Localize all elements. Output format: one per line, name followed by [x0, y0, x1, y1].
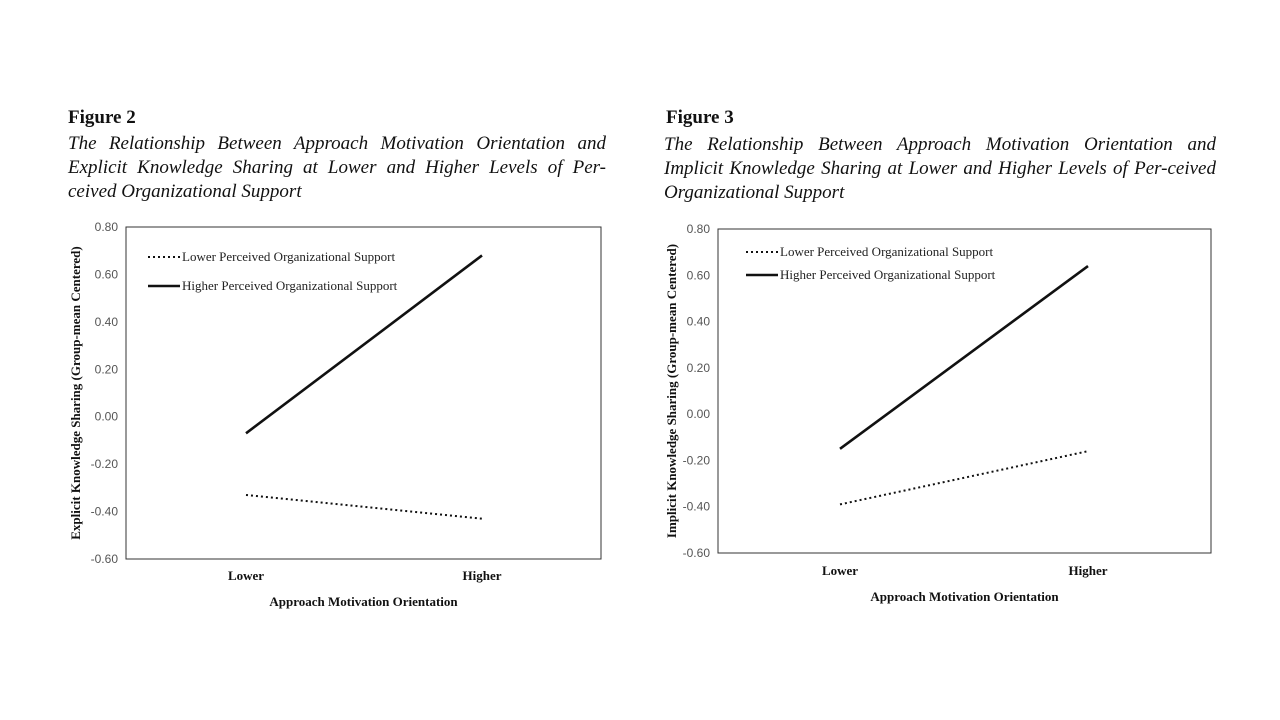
series-line-higher-support [245, 254, 483, 435]
x-category-label: Higher [463, 568, 502, 583]
y-tick-label: 0.60 [687, 268, 711, 282]
series-line-lower-support [245, 493, 483, 520]
y-tick-label: -0.40 [91, 505, 119, 519]
figure-caption: The Relationship Between Approach Motiva… [68, 133, 606, 202]
line-chart: 0.80 0.60 0.40 0.20 0.00 -0.20 -0.40 -0.60 Lower… [68, 220, 602, 609]
plot-frame [717, 228, 1212, 554]
plot-frame [125, 226, 602, 560]
series-line-lower-support [839, 450, 1089, 506]
y-tick-label: 0.00 [687, 407, 711, 421]
x-category-label: Higher [1069, 563, 1108, 578]
y-tick-label: 0.20 [95, 362, 119, 376]
line-chart: 0.80 0.60 0.40 0.20 0.00 -0.20 -0.40 -0.60 Lower… [664, 222, 1212, 604]
legend-label: Lower Perceived Organizational Support [182, 249, 395, 264]
series-line-higher-support [839, 264, 1089, 450]
figure-label: Figure 3 [666, 107, 734, 128]
x-axis-title: Approach Motivation Orientation [269, 594, 458, 609]
y-tick-label: -0.60 [91, 552, 119, 566]
y-axis-title: Explicit Knowledge Sharing (Group-mean C… [68, 246, 83, 539]
y-tick-label: 0.80 [95, 220, 119, 234]
legend-label: Lower Perceived Organizational Support [780, 244, 993, 259]
x-category-label: Lower [822, 563, 858, 578]
y-tick-label: 0.40 [95, 315, 119, 329]
y-tick-label: 0.40 [687, 315, 711, 329]
figure-label: Figure 2 [68, 107, 136, 128]
y-tick-label: -0.60 [683, 546, 711, 560]
y-tick-label: -0.20 [91, 457, 119, 471]
y-tick-label: -0.20 [683, 453, 711, 467]
figure-caption: The Relationship Between Approach Motiva… [664, 134, 1216, 203]
y-tick-label: 0.80 [687, 222, 711, 236]
y-axis-title: Implicit Knowledge Sharing (Group-mean C… [664, 244, 679, 538]
y-tick-label: 0.60 [95, 267, 119, 281]
y-tick-label: 0.20 [687, 361, 711, 375]
y-tick-label: 0.00 [95, 410, 119, 424]
legend-label: Higher Perceived Organizational Support [780, 267, 996, 282]
y-tick-label: -0.40 [683, 500, 711, 514]
x-category-label: Lower [228, 568, 264, 583]
x-axis-title: Approach Motivation Orientation [870, 589, 1059, 604]
legend-label: Higher Perceived Organizational Support [182, 278, 398, 293]
